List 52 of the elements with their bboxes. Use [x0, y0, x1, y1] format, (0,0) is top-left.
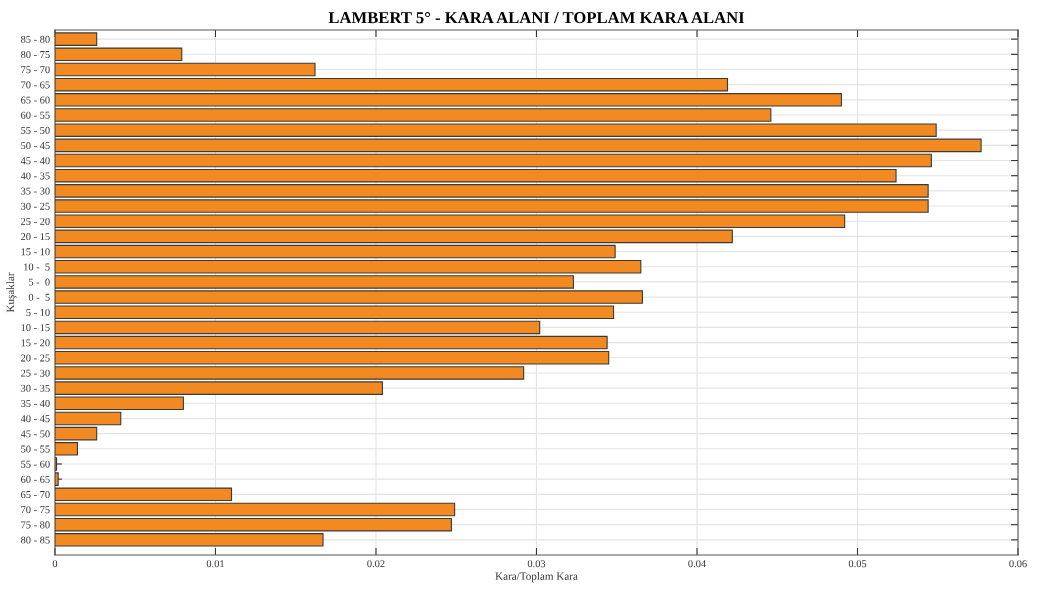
bar	[54, 335, 608, 350]
x-axis-title: Kara/Toplam Kara	[495, 572, 578, 583]
x-tick-label: 0.06	[1009, 560, 1027, 568]
y-tick-label: 50 - 45	[21, 142, 50, 150]
y-tick-label: 55 - 50	[21, 126, 50, 134]
x-tick-label: 0.05	[848, 560, 867, 568]
x-tick-label: 0.04	[688, 560, 706, 568]
y-tick-label: 60 - 65	[21, 475, 50, 483]
y-tick-label: 70 - 65	[21, 81, 50, 89]
y-tick-label: 80 - 75	[20, 51, 50, 59]
y-tick-label: 75 - 70	[21, 66, 50, 74]
y-tick-label: 25 - 30	[21, 369, 50, 377]
bar	[54, 502, 456, 517]
y-tick-label: 30 - 35	[21, 384, 50, 392]
y-tick-label: 45 - 50	[20, 430, 50, 438]
y-tick-label: 65 - 70	[21, 491, 50, 499]
x-tick-label: 0.03	[527, 560, 546, 568]
y-tick-label: 30 - 25	[21, 202, 50, 210]
x-tick-label: 0	[52, 560, 58, 568]
y-tick-label: 80 - 85	[20, 536, 50, 544]
bar	[54, 62, 316, 77]
y-tick-label: 15 - 10	[21, 248, 50, 256]
y-tick-label: 40 - 35	[20, 172, 50, 180]
y-tick-label: 75 - 80	[21, 521, 50, 529]
y-tick-label: 5 - 0	[29, 278, 50, 286]
y-tick-label: 70 - 75	[21, 506, 50, 514]
y-tick-label: 65 - 60	[21, 96, 50, 104]
y-tick-label: 25 - 20	[21, 217, 50, 225]
y-tick-label: 10 - 5	[24, 263, 50, 271]
y-tick-label: 35 - 40	[21, 399, 50, 407]
bar	[54, 320, 541, 335]
bar	[54, 153, 932, 168]
y-axis-title: Kuşaklar	[6, 272, 17, 313]
y-tick-label: 5 - 10	[26, 308, 50, 316]
chart-title: LAMBERT 5° - KARA ALANI / TOPLAM KARA ALANI	[328, 12, 745, 24]
bar	[54, 411, 122, 426]
x-tick-label: 0.02	[367, 560, 385, 568]
y-tick-label: 60 - 55	[21, 111, 50, 119]
x-tick-label: 0.01	[206, 560, 224, 568]
y-tick-label: 20 - 25	[21, 354, 50, 362]
y-tick-label: 45 - 40	[20, 157, 50, 165]
y-tick-label: 15 - 20	[21, 339, 50, 347]
y-tick-label: 40 - 45	[20, 415, 50, 423]
y-tick-label: 85 - 80	[20, 35, 50, 43]
bar	[54, 244, 616, 259]
y-tick-label: 10 - 15	[21, 324, 50, 332]
y-tick-label: 20 - 15	[21, 233, 50, 241]
y-tick-label: 35 - 30	[21, 187, 50, 195]
y-tick-label: 50 - 55	[21, 445, 50, 453]
bar	[54, 229, 733, 244]
y-tick-label: 0 - 5	[28, 293, 50, 301]
y-tick-label: 55 - 60	[21, 460, 50, 468]
